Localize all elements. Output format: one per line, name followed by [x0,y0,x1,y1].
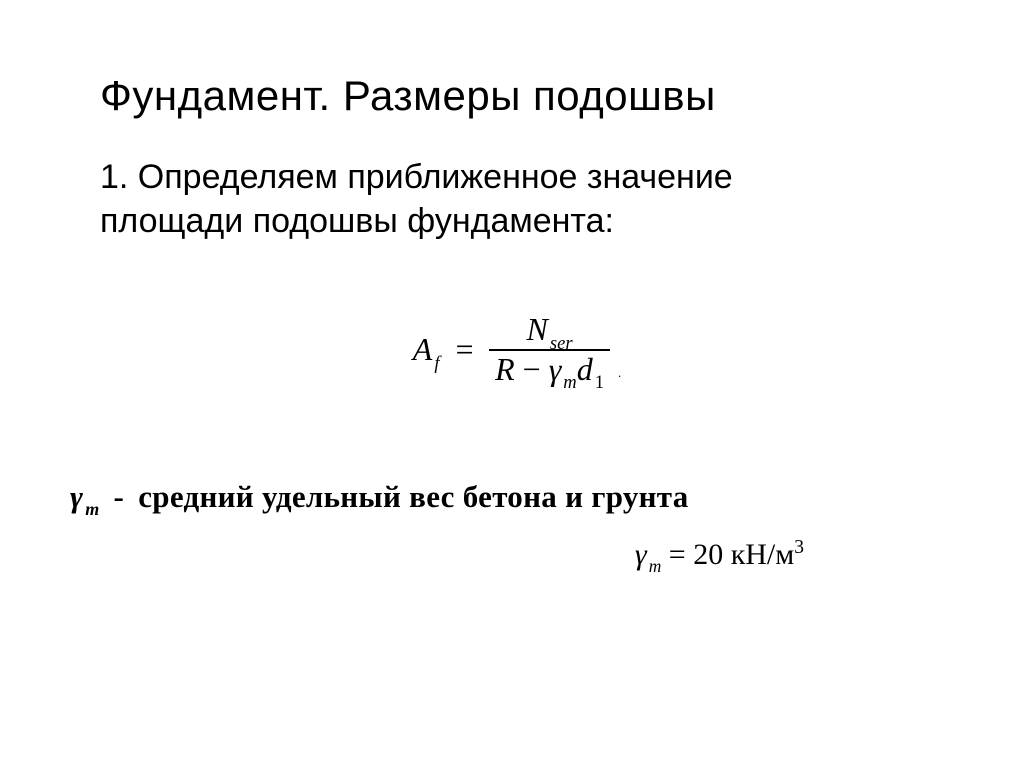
def-gamma-sub: m [85,499,99,519]
numerator: Nser [521,313,579,347]
definition-line: γm - средний удельный вес бетона и грунт… [70,477,934,517]
val-gamma-sub: m [649,556,662,576]
def-text: средний удельный вес бетона и грунта [138,479,688,514]
denominator: R − γmd1 [489,353,610,387]
def-gamma: γ [70,479,83,514]
var-N: N [527,311,548,347]
val-gamma: γ [635,538,647,571]
slide: Фундамент. Размеры подошвы 1. Определяем… [0,0,1024,767]
value-line: γm = 20 кН/м3 [100,537,934,572]
var-d: d [577,351,593,387]
sub-f: f [434,353,439,375]
val-exp: 3 [794,537,804,558]
sub-1: 1 [595,372,604,393]
sub-m: m [563,372,576,393]
val-number: 20 [693,538,723,571]
sub-ser: ser [550,333,573,354]
val-unit: кН/м [723,538,794,571]
body-paragraph: 1. Определяем приближенное значение площ… [100,156,800,243]
formula-lhs: A f [413,331,440,368]
minus-sign: − [515,351,549,387]
equals-sign: = [454,331,476,368]
def-dash: - [114,479,125,514]
val-eq: = [661,538,693,571]
formula-period: . [618,366,621,381]
var-A: A [413,331,433,368]
var-R: R [495,351,515,387]
formula: A f = Nser R − γmd1 . [100,313,934,386]
fraction: Nser R − γmd1 [489,313,610,386]
page-title: Фундамент. Размеры подошвы [100,72,934,120]
var-gamma: γ [549,351,562,387]
